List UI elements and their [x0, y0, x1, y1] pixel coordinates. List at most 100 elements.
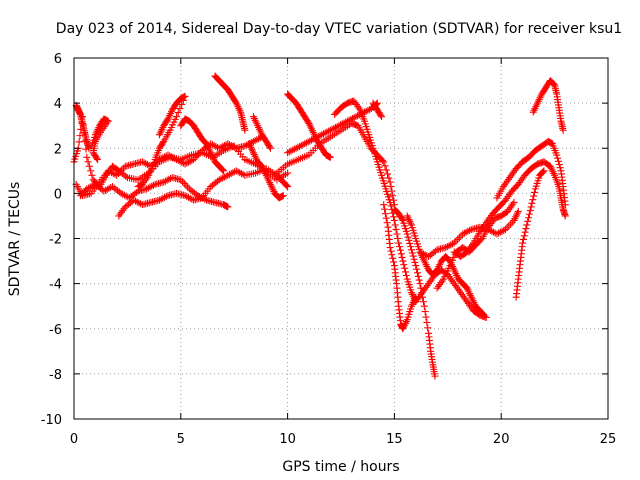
data-point-marker — [386, 198, 394, 206]
series-track-24 — [493, 137, 569, 209]
data-point-marker — [380, 201, 388, 209]
data-point-marker — [147, 165, 155, 173]
y-axis-title: SDTVAR / TECUs — [7, 182, 23, 297]
data-point-marker — [455, 234, 463, 242]
data-point-marker — [383, 219, 391, 227]
data-point-marker — [304, 118, 312, 126]
series-track-9 — [177, 115, 228, 175]
data-point-marker — [507, 220, 515, 228]
y-tick-label: 2 — [54, 142, 62, 157]
data-point-marker — [85, 162, 93, 170]
data-point-marker — [559, 126, 567, 134]
data-point-marker — [87, 167, 95, 175]
data-point-marker — [75, 138, 83, 146]
series-track-10 — [245, 140, 287, 202]
series-track-15 — [331, 97, 420, 306]
data-point-marker — [111, 170, 119, 178]
data-point-marker — [396, 246, 404, 254]
data-point-marker — [83, 153, 91, 161]
data-point-marker — [413, 265, 421, 273]
data-point-marker — [398, 215, 406, 223]
data-point-marker — [395, 239, 403, 247]
data-point-marker — [283, 182, 291, 190]
data-point-marker — [402, 272, 410, 280]
data-point-marker — [146, 168, 154, 176]
data-point-marker — [385, 174, 393, 182]
data-point-marker — [526, 207, 534, 215]
data-point-marker — [408, 249, 416, 257]
data-point-marker — [390, 216, 398, 224]
series-track-11 — [249, 113, 275, 152]
grid — [74, 58, 608, 419]
data-point-marker — [380, 158, 388, 166]
data-point-marker — [422, 313, 430, 321]
data-point-marker — [482, 313, 490, 321]
data-point-marker — [431, 372, 439, 380]
series-track-23 — [450, 158, 569, 261]
data-point-marker — [529, 196, 537, 204]
data-point-marker — [382, 166, 390, 174]
data-point-marker — [88, 171, 96, 179]
data-point-marker — [556, 164, 564, 172]
data-point-marker — [561, 201, 569, 209]
data-point-marker — [326, 153, 334, 161]
data-point-marker — [406, 239, 414, 247]
data-point-marker — [405, 236, 413, 244]
data-point-marker — [409, 252, 417, 260]
data-point-marker — [424, 324, 432, 332]
data-point-marker — [413, 269, 421, 277]
data-point-marker — [553, 151, 561, 159]
series-track-7 — [134, 92, 189, 191]
data-point-marker — [93, 154, 101, 162]
data-point-marker — [149, 181, 157, 189]
data-point-marker — [531, 188, 539, 196]
series-track-4 — [76, 174, 232, 211]
data-point-marker — [390, 213, 398, 221]
data-point-marker — [266, 143, 274, 151]
data-point-marker — [179, 96, 187, 104]
data-point-marker — [177, 176, 185, 184]
data-point-marker — [416, 280, 424, 288]
axis-ticks: 0 5 10 15 20 25 -10 -8 -6 -4 -2 0 2 4 6 — [41, 52, 617, 447]
data-point-marker — [402, 268, 410, 276]
data-point-marker — [180, 179, 188, 187]
series-track-6 — [72, 101, 93, 152]
y-tick-label: 4 — [54, 97, 62, 112]
data-point-marker — [267, 144, 275, 152]
data-point-marker — [410, 255, 418, 263]
series-track-22 — [433, 198, 518, 292]
data-point-marker — [393, 230, 401, 238]
data-point-marker — [219, 166, 227, 174]
data-point-marker — [181, 92, 189, 100]
data-point-marker — [415, 276, 423, 284]
data-point-marker — [390, 258, 398, 266]
data-point-marker — [419, 298, 427, 306]
data-point-marker — [149, 162, 157, 170]
data-point-marker — [505, 222, 513, 230]
data-point-marker — [176, 105, 184, 113]
data-point-marker — [174, 109, 182, 117]
data-point-marker — [540, 167, 548, 175]
data-point-marker — [525, 214, 533, 222]
x-tick-label: 10 — [279, 432, 296, 447]
series-track-18 — [390, 205, 439, 380]
data-point-marker — [528, 199, 536, 207]
data-point-marker — [220, 167, 228, 175]
y-tick-label: -4 — [49, 278, 62, 293]
y-tick-label: -2 — [49, 233, 62, 248]
data-point-marker — [401, 264, 409, 272]
series-track-26 — [512, 167, 548, 301]
data-point-marker — [527, 203, 535, 211]
data-point-marker — [397, 250, 405, 258]
y-tick-label: 6 — [54, 52, 62, 67]
data-point-marker — [162, 193, 170, 201]
data-point-marker — [522, 225, 530, 233]
data-point-marker — [381, 210, 389, 218]
y-tick-label: 0 — [54, 187, 62, 202]
series-track-17 — [380, 201, 420, 333]
x-axis-title: GPS time / hours — [282, 459, 399, 475]
data-point-marker — [231, 98, 239, 106]
data-point-marker — [561, 212, 569, 220]
data-point-marker — [530, 192, 538, 200]
